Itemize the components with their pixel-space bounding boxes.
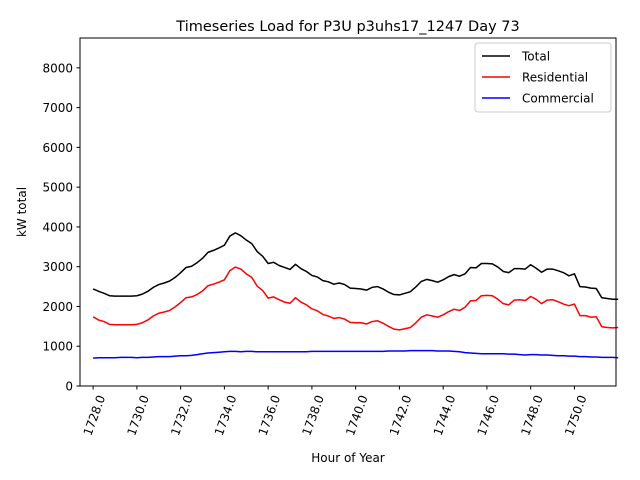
y-tick-label: 8000 <box>42 61 73 75</box>
y-axis-label: kW total <box>15 187 29 237</box>
legend-label: Total <box>521 50 550 64</box>
series-line-total <box>92 232 619 301</box>
series-line-commercial <box>93 349 619 359</box>
legend-box <box>474 42 612 113</box>
y-tick-label: 2000 <box>42 300 73 314</box>
y-tick-label: 0 <box>65 380 73 394</box>
series-layer <box>92 232 619 359</box>
y-tick-label: 4000 <box>42 220 73 234</box>
y-axis: 0 1000 2000 3000 4000 5000 6000 7000 8000 <box>42 61 80 394</box>
x-axis-label: Hour of Year <box>311 451 385 465</box>
legend: Total Residential Commercial <box>474 42 612 113</box>
series-line-residential <box>92 266 619 331</box>
y-tick-label: 5000 <box>42 181 73 195</box>
y-tick-label: 1000 <box>42 340 73 354</box>
plot-frame <box>79 37 617 387</box>
y-tick-label: 7000 <box>42 101 73 115</box>
chart-title: Timeseries Load for P3U p3uhs17_1247 Day… <box>175 19 519 35</box>
legend-label: Commercial <box>522 92 594 106</box>
y-tick-label: 6000 <box>42 141 73 155</box>
legend-label: Residential <box>522 71 588 85</box>
y-tick-label: 3000 <box>42 260 73 274</box>
